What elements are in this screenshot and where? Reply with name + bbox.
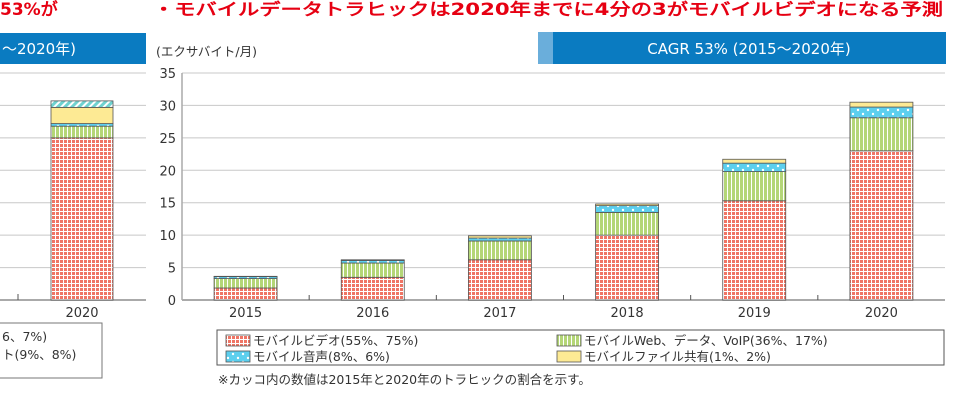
left-bar-segment-file — [50, 106, 114, 124]
header-accent — [538, 32, 553, 64]
header-bar — [553, 32, 946, 64]
bar-segment-video — [595, 234, 659, 301]
bar-segment-video — [340, 276, 405, 301]
left-bar-segment-left_extra — [50, 100, 114, 108]
x-tick-label: 2019 — [738, 306, 771, 321]
footnote: ※カッコ内の数値は2015年と2020年のトラヒックの割合を示す。 — [218, 372, 591, 387]
y-tick-label: 25 — [159, 132, 176, 147]
y-tick-label: 35 — [159, 67, 176, 82]
y-tick-label: 15 — [159, 197, 176, 212]
x-tick-label: 2017 — [483, 306, 516, 321]
y-tick-label: 20 — [159, 164, 176, 179]
bar-segment-video — [468, 259, 532, 301]
y-tick-label: 5 — [168, 262, 176, 277]
x-tick-label: 2015 — [229, 306, 262, 321]
left-header-bar — [0, 33, 146, 64]
bar-segment-web — [213, 278, 278, 289]
legend-label: モバイル音声(8%、6%) — [253, 349, 390, 364]
bar-segment-video — [849, 150, 914, 301]
x-tick-label: 2020 — [865, 306, 898, 321]
left-legend-fragment: ト(9%、8%) — [2, 347, 76, 362]
left-title-fragment: 53%が — [0, 0, 58, 20]
bar-segment-web — [468, 240, 532, 261]
legend-label: モバイルビデオ(55%、75%) — [253, 333, 418, 348]
y-tick-label: 30 — [159, 99, 176, 114]
bar-segment-file — [722, 158, 787, 164]
y-tick-label: 0 — [168, 294, 176, 309]
bar-segment-file — [340, 259, 405, 261]
bar-segment-web — [595, 212, 659, 236]
bar-segment-file — [849, 101, 914, 108]
page-title: ・モバイルデータトラヒックは2020年までに4分の3がモバイルビデオになる予測 — [153, 0, 943, 19]
bar-segment-voice — [595, 205, 659, 213]
legend-label: モバイルWeb、データ、VoIP(36%、17%) — [584, 333, 828, 348]
left-bar-segment-video — [50, 137, 114, 301]
bar-segment-file — [468, 235, 532, 239]
bar-segment-web — [340, 262, 405, 278]
bar-segment-web — [722, 171, 787, 202]
left-x-tick-label: 2020 — [65, 306, 98, 321]
legend-swatch-web — [556, 334, 582, 347]
left-legend-box: 6、7%) ト(9%、8%) — [0, 322, 103, 379]
header-text: CAGR 53% (2015〜2020年) — [647, 40, 850, 58]
x-tick-label: 2018 — [611, 306, 644, 321]
bar-segment-video — [213, 287, 278, 301]
x-tick-label: 2016 — [356, 306, 389, 321]
y-axis-unit: (エクサバイト/月) — [156, 44, 257, 59]
legend-label: モバイルファイル共有(1%、2%) — [584, 349, 771, 364]
bar-segment-voice — [722, 162, 787, 172]
bar-segment-video — [722, 200, 787, 301]
legend: モバイルビデオ(55%、75%) モバイルWeb、データ、VoIP(36%、17%… — [216, 329, 945, 366]
y-tick-label: 10 — [159, 229, 176, 244]
legend-swatch-file — [556, 350, 582, 363]
left-bar-segment-web — [50, 125, 114, 139]
bar-segment-voice — [849, 106, 914, 119]
bar-segment-voice — [468, 237, 532, 242]
bar-segment-web — [849, 117, 914, 152]
left-header-text: 〜2020年) — [2, 40, 76, 58]
legend-swatch-voice — [225, 350, 251, 363]
left-legend-fragment: 6、7%) — [2, 329, 47, 344]
legend-swatch-video — [225, 334, 251, 347]
bar-segment-file — [595, 203, 659, 207]
